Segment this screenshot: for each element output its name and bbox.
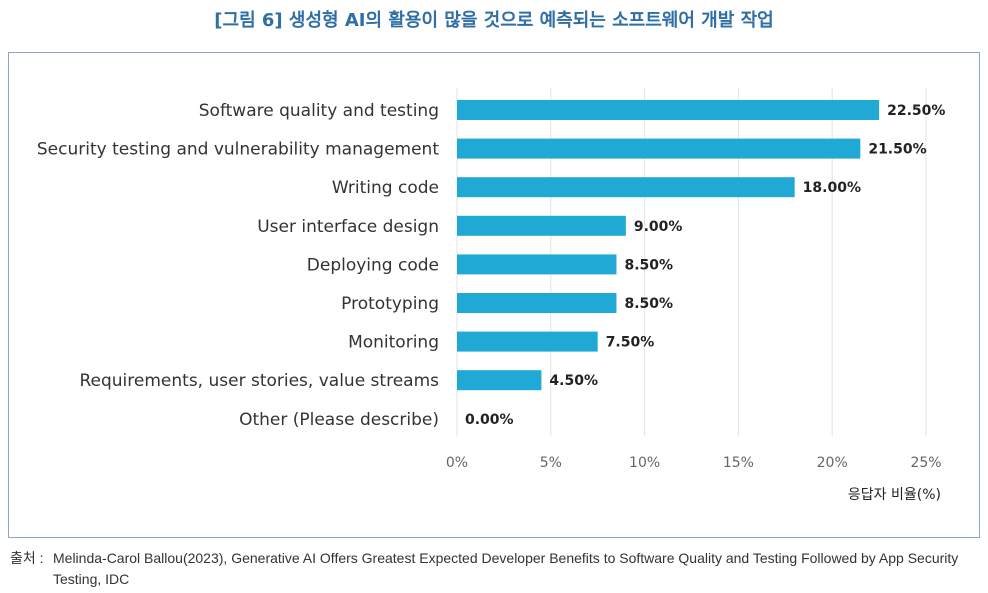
category-label: Deploying code — [307, 255, 439, 275]
bars — [457, 100, 880, 391]
x-axis-title: 응답자 비율(%) — [848, 487, 941, 503]
x-tick-label: 20% — [817, 455, 848, 471]
category-label: Security testing and vulnerability manag… — [37, 140, 439, 160]
category-label: Software quality and testing — [199, 101, 439, 121]
data-label: 0.00% — [465, 412, 514, 428]
source-prefix: 출처 : — [10, 550, 44, 566]
bar — [457, 215, 626, 236]
category-label: Writing code — [332, 178, 439, 198]
category-label: Other (Please describe) — [239, 410, 439, 430]
data-label: 9.00% — [634, 219, 683, 235]
bar — [457, 100, 880, 120]
x-tick-label: 10% — [629, 455, 660, 471]
bar — [457, 331, 598, 352]
data-label: 22.50% — [887, 103, 945, 119]
x-tick-label: 0% — [446, 455, 468, 471]
x-tick-label: 25% — [910, 455, 941, 471]
bar — [457, 177, 795, 198]
category-label: Requirements, user stories, value stream… — [79, 371, 439, 391]
data-labels: 22.50% 21.50% 18.00% 9.00% 8.50% 8.50% 7.50% 4.… — [465, 103, 945, 428]
data-label: 18.00% — [803, 180, 861, 196]
bar — [457, 138, 861, 159]
data-label: 4.50% — [549, 373, 598, 389]
category-label: Prototyping — [341, 294, 439, 314]
bar — [457, 293, 617, 313]
category-labels: Software quality and testing Security tes… — [37, 101, 439, 430]
bar — [457, 370, 542, 391]
chart-frame: Software quality and testing Security tes… — [8, 52, 980, 538]
figure-title: [그림 6] 생성형 AI의 활용이 많을 것으로 예측되는 소프트웨어 개발 … — [214, 10, 774, 31]
x-tick-label: 5% — [540, 455, 562, 471]
category-label: User interface design — [257, 217, 439, 237]
data-label: 8.50% — [624, 257, 673, 273]
source-citation: Melinda-Carol Ballou(2023), Generative A… — [53, 550, 959, 587]
bar-chart: Software quality and testing Security tes… — [37, 88, 945, 503]
x-tick-label: 15% — [723, 455, 754, 471]
bar — [457, 254, 617, 275]
data-label: 7.50% — [606, 335, 655, 351]
data-label: 21.50% — [868, 142, 926, 158]
data-label: 8.50% — [624, 296, 673, 312]
x-tick-labels: 0% 5% 10% 15% 20% 25% — [446, 455, 942, 471]
category-label: Monitoring — [348, 333, 439, 353]
